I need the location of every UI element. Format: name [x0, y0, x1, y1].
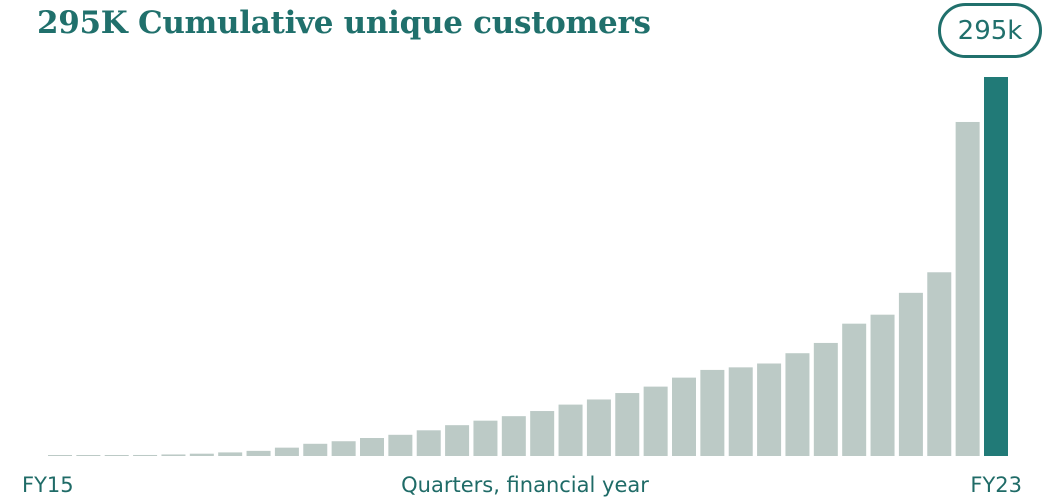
bar: [785, 353, 810, 456]
bar: [331, 441, 356, 456]
bar: [501, 416, 526, 456]
bar: [445, 425, 470, 456]
bar: [927, 272, 952, 456]
bar: [955, 121, 980, 456]
bar: [274, 447, 299, 456]
bar: [48, 455, 72, 456]
bar: [700, 369, 725, 456]
bar: [530, 411, 555, 456]
bar: [586, 399, 611, 456]
chart-title: 295K Cumulative unique customers: [37, 5, 651, 41]
bars-group: [48, 77, 1008, 456]
bar: [360, 438, 384, 456]
bar: [218, 452, 243, 456]
bar: [303, 443, 328, 456]
bar: [246, 450, 271, 456]
bar: [558, 404, 583, 456]
bar: [189, 453, 214, 456]
bar: [473, 420, 498, 456]
bar: [161, 454, 186, 456]
bar: [416, 430, 441, 456]
bar: [813, 342, 838, 456]
x-tick-start: FY15: [22, 473, 74, 497]
bar: [388, 434, 413, 456]
bar: [728, 367, 753, 456]
bar: [643, 386, 668, 456]
bar-highlight: [984, 77, 1008, 456]
bar: [615, 393, 640, 456]
bar: [898, 292, 923, 456]
bar: [76, 455, 101, 456]
x-axis-label: Quarters, financial year: [401, 473, 649, 497]
bar: [870, 314, 895, 456]
bar: [104, 455, 129, 456]
total-value-badge: 295k: [938, 3, 1042, 58]
bar: [842, 323, 867, 456]
bar: [672, 377, 696, 456]
bar: [757, 363, 782, 456]
bar: [133, 454, 158, 456]
x-tick-end: FY23: [970, 473, 1022, 497]
